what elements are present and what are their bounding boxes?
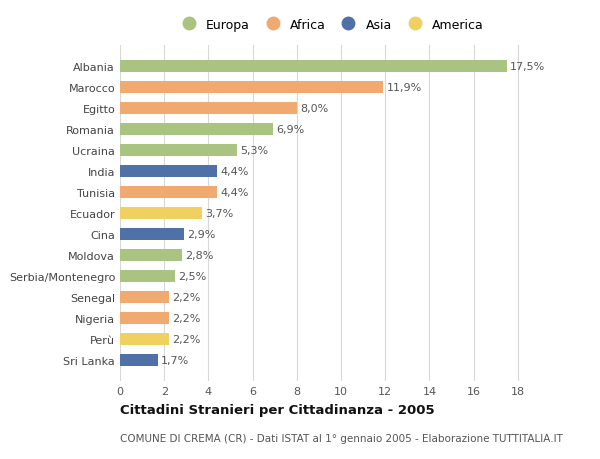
Bar: [120, 166, 217, 177]
Bar: [120, 291, 169, 303]
Text: 4,4%: 4,4%: [221, 167, 249, 177]
Text: 5,3%: 5,3%: [241, 146, 269, 156]
Bar: [120, 145, 237, 157]
Bar: [120, 103, 297, 114]
Bar: [120, 229, 184, 240]
Text: 4,4%: 4,4%: [221, 188, 249, 197]
Text: 2,8%: 2,8%: [185, 250, 214, 260]
Bar: [120, 250, 182, 261]
Text: 3,7%: 3,7%: [205, 208, 233, 218]
Text: 8,0%: 8,0%: [300, 104, 328, 114]
Legend: Europa, Africa, Asia, America: Europa, Africa, Asia, America: [176, 19, 484, 32]
Bar: [120, 187, 217, 198]
Text: 1,7%: 1,7%: [161, 355, 189, 365]
Bar: [120, 313, 169, 324]
Text: 11,9%: 11,9%: [386, 83, 422, 93]
Bar: [120, 270, 175, 282]
Text: 2,2%: 2,2%: [172, 313, 200, 323]
Bar: [120, 207, 202, 219]
Text: 2,2%: 2,2%: [172, 292, 200, 302]
Bar: [120, 124, 272, 135]
Text: COMUNE DI CREMA (CR) - Dati ISTAT al 1° gennaio 2005 - Elaborazione TUTTITALIA.I: COMUNE DI CREMA (CR) - Dati ISTAT al 1° …: [120, 433, 563, 442]
Text: 2,5%: 2,5%: [179, 271, 207, 281]
Text: 17,5%: 17,5%: [510, 62, 545, 72]
Bar: [120, 354, 158, 366]
Text: 2,2%: 2,2%: [172, 334, 200, 344]
Bar: [120, 333, 169, 345]
Text: 6,9%: 6,9%: [276, 125, 304, 134]
Bar: [120, 61, 507, 73]
Bar: [120, 82, 383, 94]
Text: 2,9%: 2,9%: [187, 230, 216, 239]
Text: Cittadini Stranieri per Cittadinanza - 2005: Cittadini Stranieri per Cittadinanza - 2…: [120, 403, 434, 416]
